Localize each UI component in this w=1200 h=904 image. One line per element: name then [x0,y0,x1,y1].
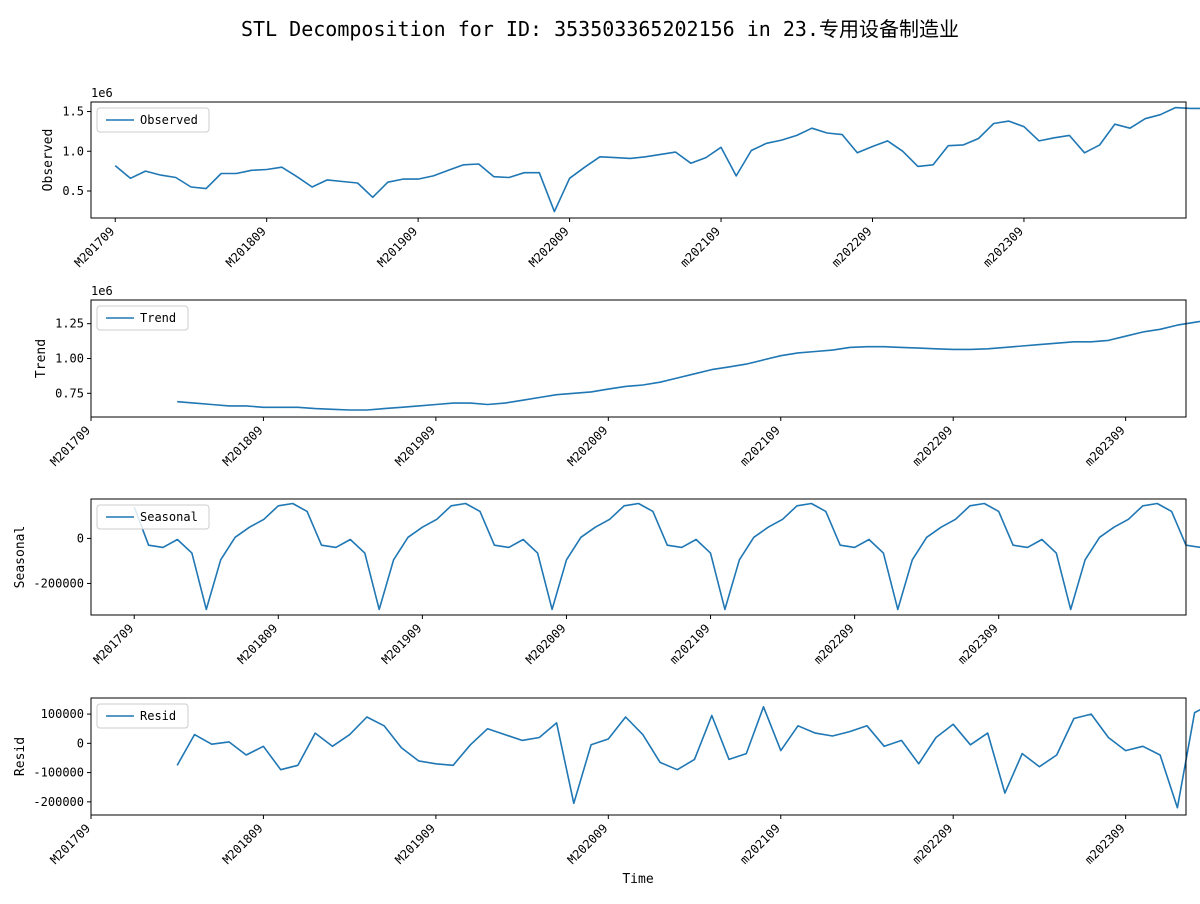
seasonal-xtick-label: M201809 [235,621,281,667]
resid-legend-label: Resid [140,709,176,723]
resid-xtick-label: M201709 [47,821,93,867]
trend-axes-frame [90,299,1187,418]
trend-xtick-label: m202109 [737,423,783,469]
resid-xtick-label: m202209 [910,821,956,867]
resid-ytick-label: -100000 [33,766,84,780]
seasonal-xtick-label: M201909 [379,621,425,667]
x-axis-label: Time [622,872,653,887]
subplots: 0.5 1.0 1.5 M201709 M201809 M201909 M202009 m20… [13,86,1200,867]
seasonal-xtick-label: M202009 [523,621,569,667]
seasonal-axes-frame [90,498,1187,616]
trend-xtick-label: M201809 [220,423,266,469]
trend-series-line [177,320,1200,411]
observed-xtick-label: m202309 [980,224,1026,270]
resid-ytick-label: 0 [77,736,84,750]
trend-ytick-label: 1.00 [55,352,84,366]
observed-xtick-label: m202109 [677,224,723,270]
observed-ytick-label: 1.0 [62,144,84,158]
trend-xtick-label: M201909 [392,423,438,469]
observed-xtick-label: M202009 [526,224,572,270]
trend-xtick-label: m202209 [910,423,956,469]
resid-xtick-label: m202109 [737,821,783,867]
seasonal-xtick-label: M201709 [91,621,137,667]
observed-legend-label: Observed [140,113,198,127]
seasonal-y-axis-label: Seasonal [13,526,28,589]
seasonal-ytick-label: -200000 [33,576,84,590]
resid-panel: -200000 -100000 0 100000 M201709 M201809 M2019… [13,697,1200,867]
resid-xtick-label: M201909 [392,821,438,867]
observed-y-axis-label: Observed [41,129,56,192]
trend-legend-box [96,305,189,331]
observed-xtick-label: M201809 [223,224,269,270]
trend-panel: 0.75 1.00 1.25 M201709 M201809 M201909 M202009… [34,284,1200,469]
resid-axes-frame [90,697,1187,816]
resid-ytick-label: -200000 [33,795,84,809]
figure-title: STL Decomposition for ID: 35350336520215… [241,17,959,41]
observed-xtick-label: M201709 [72,224,118,270]
resid-xtick-label: M201809 [220,821,266,867]
seasonal-xtick-label: m202309 [955,621,1001,667]
seasonal-xtick-label: m202109 [667,621,713,667]
observed-xtick-label: m202209 [829,224,875,270]
seasonal-xtick-label: m202209 [811,621,857,667]
trend-offset-text: 1e6 [91,284,113,298]
resid-y-axis-label: Resid [13,737,28,776]
observed-ytick-label: 0.5 [62,184,84,198]
observed-offset-text: 1e6 [91,86,113,100]
seasonal-series-line [133,502,1200,611]
resid-xtick-label: m202309 [1082,821,1128,867]
resid-legend-box [96,703,189,729]
trend-ytick-label: 0.75 [55,386,84,400]
observed-legend-box [96,107,210,133]
trend-xtick-label: m202309 [1082,423,1128,469]
trend-ytick-label: 1.25 [55,317,84,331]
trend-xtick-label: M202009 [565,423,611,469]
seasonal-panel: -200000 0 M201709 M201809 M201909 M202009 m202… [13,498,1200,667]
trend-y-axis-label: Trend [34,339,49,378]
observed-ytick-label: 1.5 [62,105,84,119]
observed-series-line [114,106,1200,213]
seasonal-ytick-label: 0 [77,531,84,545]
observed-xtick-label: M201909 [375,224,421,270]
observed-axes-frame [90,101,1187,219]
trend-xtick-label: M201709 [47,423,93,469]
seasonal-legend-box [96,504,210,530]
resid-ytick-label: 100000 [41,707,84,721]
resid-series-line [176,705,1200,809]
seasonal-legend-label: Seasonal [140,510,198,524]
observed-panel: 0.5 1.0 1.5 M201709 M201809 M201909 M202009 m20… [41,86,1200,270]
trend-legend-label: Trend [140,311,176,325]
resid-xtick-label: M202009 [565,821,611,867]
